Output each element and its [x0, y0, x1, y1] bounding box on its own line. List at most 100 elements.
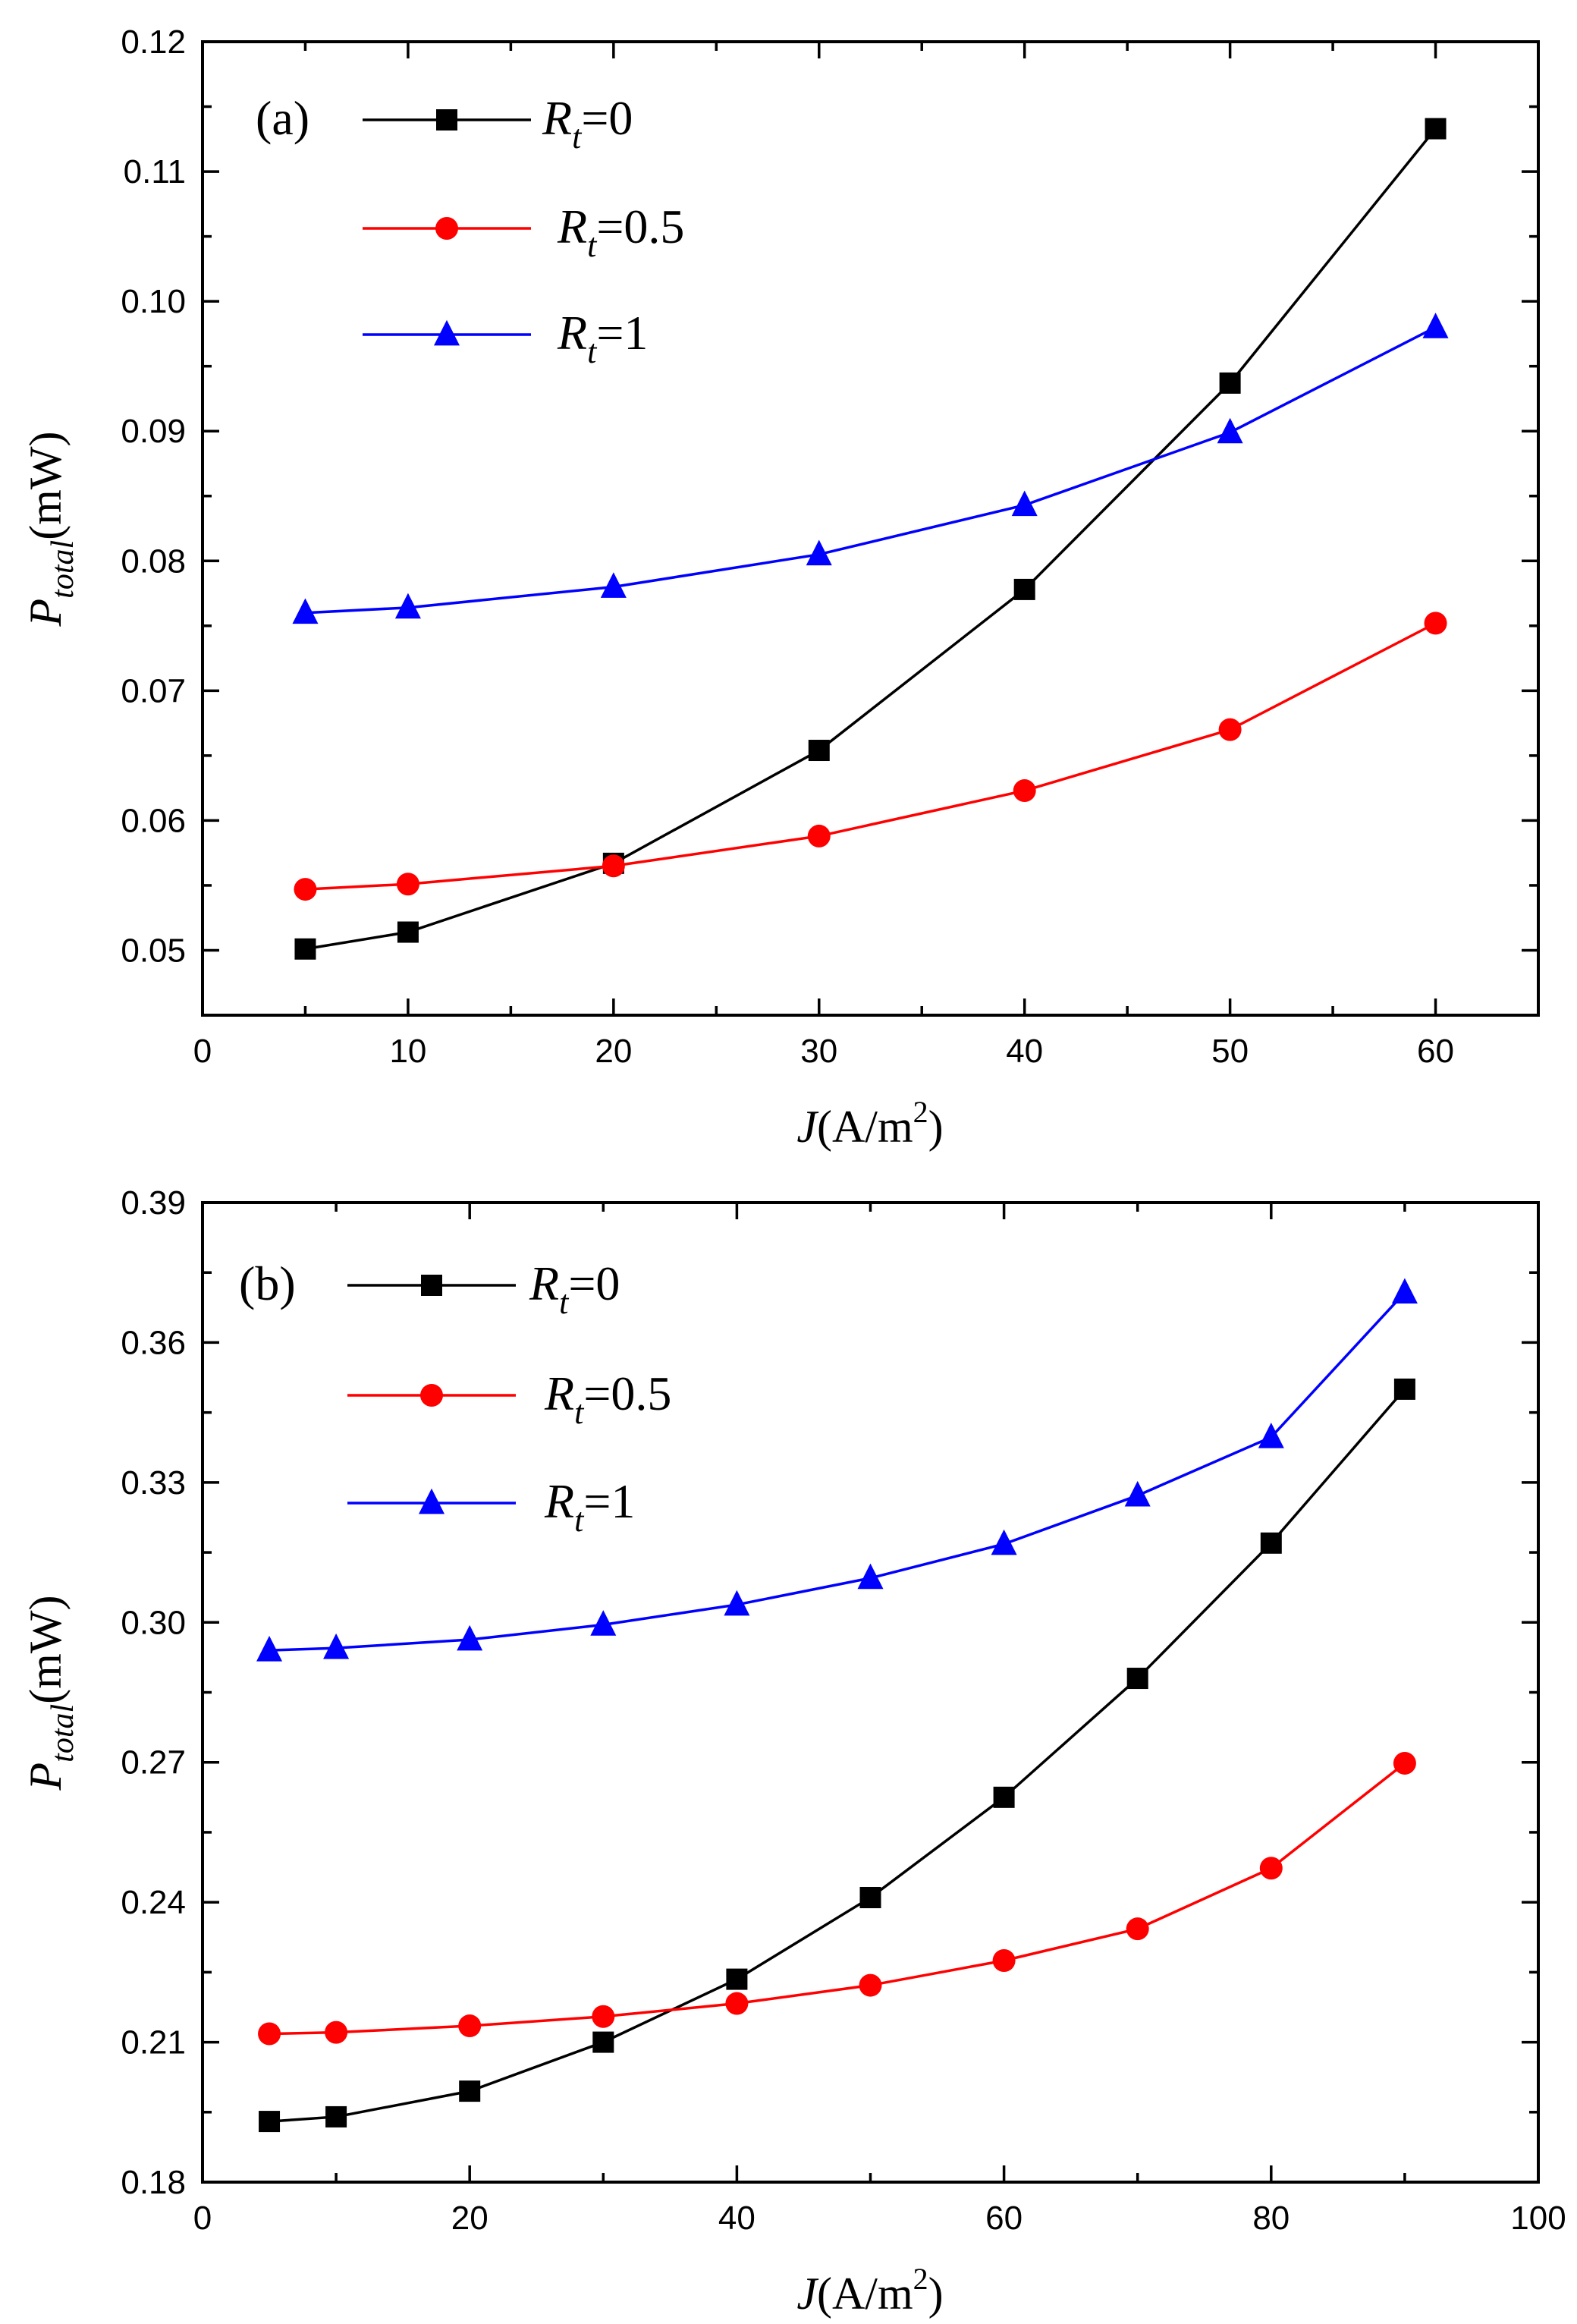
plot-frame-b: [201, 1201, 1540, 2184]
data-point-a-1: [807, 824, 831, 848]
legend-marker-b-1: [420, 1384, 443, 1407]
legend-a: Rt=0 Rt=0.5 Rt=1: [363, 91, 684, 370]
panel-a: 0 10 20 30 40 50 60 0.05 0.06 0.07 0.08 0.09 0.10 0.1…: [20, 24, 1540, 1152]
legend-label-rt05-b: Rt=0.5: [544, 1366, 671, 1431]
data-point-b-2: [590, 1610, 617, 1636]
y-axis-label-b: Ptotal(mW): [20, 1596, 80, 1791]
x-tick-label-b: 100: [1510, 2200, 1566, 2237]
legend-label-rt05-a: Rt=0.5: [557, 200, 684, 264]
y-tick-label-a: 0.06: [121, 802, 186, 839]
data-point-a-2: [1422, 313, 1449, 338]
legend-value-b-1: =0.5: [583, 1366, 671, 1420]
data-point-a-2: [292, 598, 319, 624]
panel-label-b: (b): [239, 1256, 296, 1310]
x-tick-label-a: 40: [1006, 1033, 1043, 1070]
y-tick-label-b: 0.18: [121, 2164, 186, 2201]
data-point-a-1: [602, 854, 625, 878]
data-point-b-2: [857, 1563, 884, 1590]
legend-value-b-2: =1: [583, 1474, 635, 1528]
y-tick-label-a: 0.10: [121, 283, 186, 320]
x-axis-unit-a: (A/m: [817, 1102, 913, 1152]
data-point-b-0: [993, 1786, 1015, 1808]
legend-value-a-1: =0.5: [596, 200, 684, 253]
legend-marker-b-2: [419, 1488, 445, 1514]
y-axis-label-a: Ptotal(mW): [20, 432, 80, 627]
data-point-b-1: [258, 2022, 281, 2046]
legend-subscript-a-1: t: [587, 227, 598, 264]
data-point-b-1: [1393, 1751, 1416, 1775]
x-axis-unit-sup-b: 2: [913, 2262, 928, 2296]
y-tick-label-a: 0.11: [124, 153, 186, 190]
y-tick-label-b: 0.33: [121, 1464, 186, 1502]
legend-marker-a-0: [436, 109, 457, 131]
y-tick-label-b: 0.39: [121, 1184, 186, 1222]
data-point-b-0: [859, 1886, 881, 1908]
data-point-b-1: [325, 2021, 348, 2044]
x-tick-label-b: 60: [985, 2200, 1023, 2237]
legend-subscript-a-2: t: [587, 333, 598, 370]
y-tick-label-a: 0.12: [121, 24, 186, 61]
legend-symbol-b-0: R: [529, 1256, 559, 1310]
data-point-b-2: [1124, 1480, 1151, 1507]
x-axis-unit-b: (A/m: [817, 2269, 913, 2319]
y-tick-label-b: 0.21: [121, 2024, 186, 2061]
legend-symbol-b-2: R: [544, 1474, 574, 1528]
data-point-a-2: [600, 572, 627, 598]
legend-b: Rt=0 Rt=0.5 Rt =1: [347, 1256, 671, 1539]
data-point-b-0: [1260, 1532, 1282, 1554]
x-tick-label-b: 40: [718, 2200, 756, 2237]
legend-subscript-a-0: t: [572, 118, 583, 156]
legend-entries-a: [363, 109, 531, 346]
data-point-a-2: [394, 593, 421, 619]
series-line-a-1: [305, 621, 1437, 891]
x-axis-label-b: J(A/m2): [796, 2262, 943, 2319]
series-layer-a: [292, 118, 1449, 960]
data-point-b-1: [458, 2014, 482, 2038]
data-point-a-1: [396, 873, 419, 896]
data-point-b-0: [459, 2080, 481, 2102]
legend-symbol-a-2: R: [557, 306, 587, 360]
legend-entries-b: [347, 1275, 516, 1514]
y-tick-label-a: 0.09: [121, 413, 186, 450]
legend-subscript-b-1: t: [574, 1394, 585, 1431]
data-point-a-1: [1424, 612, 1447, 635]
data-point-b-2: [457, 1624, 483, 1651]
x-tick-label-a: 0: [193, 1033, 212, 1070]
data-point-a-1: [294, 878, 317, 901]
legend-label-rt1-a: Rt=1: [557, 306, 648, 370]
data-point-b-0: [1126, 1668, 1148, 1690]
y-tick-label-a: 0.05: [121, 932, 186, 969]
x-tick-label-b: 80: [1252, 2200, 1290, 2237]
y-tick-label-a: 0.08: [121, 542, 186, 580]
legend-label-rt0-a: Rt=0: [542, 91, 633, 156]
x-axis-symbol-a: J: [796, 1102, 818, 1152]
legend-symbol-a-0: R: [542, 91, 572, 145]
legend-marker-b-0: [421, 1275, 442, 1296]
x-axis-symbol-b: J: [796, 2269, 818, 2319]
data-point-b-1: [859, 1973, 882, 1997]
data-point-b-2: [1391, 1278, 1418, 1304]
data-point-a-0: [1013, 578, 1035, 600]
y-tick-label-b: 0.36: [121, 1324, 186, 1361]
x-tick-label-b: 20: [451, 2200, 488, 2237]
data-point-b-2: [1258, 1423, 1284, 1448]
data-point-a-0: [397, 921, 419, 943]
x-axis-unit-close-b: ): [928, 2269, 944, 2319]
legend-label-rt0-b: Rt=0: [529, 1256, 620, 1321]
data-point-b-2: [724, 1590, 750, 1616]
data-point-b-1: [1126, 1917, 1149, 1941]
x-tick-label-a: 20: [595, 1033, 632, 1070]
x-tick-label-b: 0: [193, 2200, 212, 2237]
data-point-b-0: [259, 2111, 281, 2133]
legend-symbol-b-1: R: [544, 1366, 574, 1420]
legend-value-a-2: =1: [596, 306, 648, 360]
data-point-b-1: [1259, 1857, 1283, 1880]
data-point-a-2: [1217, 417, 1243, 444]
data-point-a-2: [1011, 490, 1038, 517]
data-point-a-0: [1219, 372, 1241, 394]
data-point-a-0: [808, 740, 830, 762]
x-tick-label-a: 30: [800, 1033, 837, 1070]
panel-b: 0 20 40 60 80 100 0.18 0.21 0.24 0.27 0.30 0.33 0.36…: [20, 1184, 1566, 2319]
data-point-a-1: [1218, 718, 1242, 741]
data-point-a-0: [1425, 118, 1447, 140]
